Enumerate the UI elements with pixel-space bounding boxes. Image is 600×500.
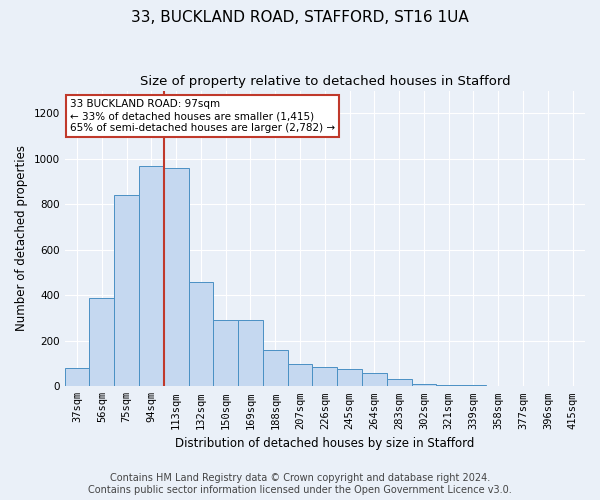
- Bar: [164, 168, 188, 386]
- Bar: [461, 385, 486, 386]
- Y-axis label: Number of detached properties: Number of detached properties: [15, 146, 28, 332]
- X-axis label: Distribution of detached houses by size in Stafford: Distribution of detached houses by size …: [175, 437, 475, 450]
- Bar: [387, 380, 412, 386]
- Bar: [337, 369, 362, 386]
- Title: Size of property relative to detached houses in Stafford: Size of property relative to detached ho…: [140, 75, 510, 88]
- Bar: [238, 320, 263, 386]
- Bar: [65, 368, 89, 386]
- Bar: [362, 372, 387, 386]
- Bar: [214, 320, 238, 386]
- Bar: [89, 298, 114, 386]
- Bar: [412, 384, 436, 386]
- Bar: [313, 367, 337, 386]
- Bar: [436, 385, 461, 386]
- Bar: [188, 282, 214, 387]
- Text: 33 BUCKLAND ROAD: 97sqm
← 33% of detached houses are smaller (1,415)
65% of semi: 33 BUCKLAND ROAD: 97sqm ← 33% of detache…: [70, 100, 335, 132]
- Bar: [114, 195, 139, 386]
- Bar: [263, 350, 287, 387]
- Bar: [287, 364, 313, 386]
- Text: 33, BUCKLAND ROAD, STAFFORD, ST16 1UA: 33, BUCKLAND ROAD, STAFFORD, ST16 1UA: [131, 10, 469, 25]
- Bar: [139, 166, 164, 386]
- Text: Contains HM Land Registry data © Crown copyright and database right 2024.
Contai: Contains HM Land Registry data © Crown c…: [88, 474, 512, 495]
